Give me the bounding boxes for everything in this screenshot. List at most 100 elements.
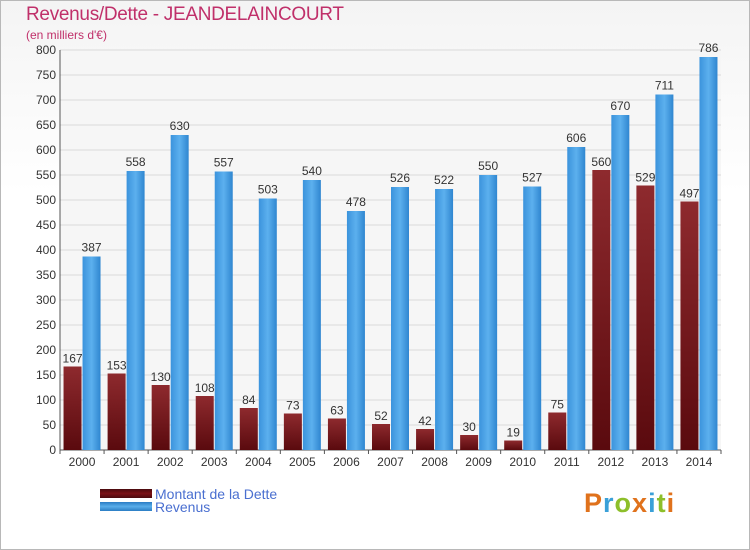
- y-tick-label: 100: [36, 393, 56, 407]
- debt-bar: [195, 396, 214, 450]
- debt-value-label: 52: [374, 409, 388, 423]
- x-tick-label: 2007: [377, 455, 404, 469]
- x-tick-label: 2013: [642, 455, 669, 469]
- revenue-value-label: 557: [214, 156, 234, 170]
- revenue-bar: [523, 186, 542, 450]
- debt-bar: [548, 412, 567, 450]
- debt-value-label: 167: [63, 352, 83, 366]
- revenue-value-label: 558: [126, 155, 146, 169]
- revenue-bar: [655, 94, 674, 450]
- logo-letter: t: [656, 488, 667, 518]
- y-tick-label: 300: [36, 293, 56, 307]
- proxiti-logo: Proxiti: [584, 488, 675, 519]
- revenue-value-label: 550: [478, 159, 498, 173]
- chart-title: Revenus/Dette - JEANDELAINCOURT: [26, 4, 344, 25]
- y-tick-label: 250: [36, 318, 56, 332]
- revenue-value-label: 478: [346, 195, 366, 209]
- x-tick-label: 2014: [686, 455, 713, 469]
- legend-swatch-revenue: [100, 502, 152, 511]
- debt-value-label: 108: [195, 381, 215, 395]
- revenue-bar: [611, 115, 630, 450]
- revenue-bar: [258, 198, 277, 450]
- revenue-bar: [391, 187, 409, 450]
- revenue-value-label: 526: [390, 171, 410, 185]
- x-tick-label: 2001: [113, 455, 140, 469]
- revenue-value-label: 387: [82, 241, 102, 255]
- y-tick-label: 800: [36, 43, 56, 57]
- debt-value-label: 63: [330, 404, 344, 418]
- x-tick-label: 2011: [554, 455, 580, 469]
- debt-bar: [327, 418, 346, 450]
- x-tick-label: 2012: [597, 455, 624, 469]
- debt-bar: [107, 373, 126, 450]
- revenue-bar: [435, 189, 454, 450]
- debt-value-label: 130: [151, 370, 171, 384]
- x-tick-label: 2005: [289, 455, 316, 469]
- logo-letter: i: [666, 488, 676, 518]
- debt-bar: [151, 385, 170, 450]
- y-tick-label: 150: [36, 368, 56, 382]
- revenue-value-label: 786: [698, 41, 718, 55]
- revenue-bar: [214, 171, 233, 450]
- y-tick-label: 550: [36, 168, 56, 182]
- y-tick-label: 400: [36, 243, 56, 257]
- debt-value-label: 75: [551, 398, 565, 412]
- revenue-value-label: 711: [655, 79, 674, 93]
- x-tick-label: 2004: [245, 455, 272, 469]
- revenue-value-label: 522: [434, 173, 454, 187]
- y-tick-label: 700: [36, 93, 56, 107]
- revenue-bar: [170, 135, 189, 450]
- chart-subtitle: (en milliers d'€): [26, 28, 107, 42]
- logo-letter: o: [614, 488, 633, 518]
- y-tick-label: 650: [36, 118, 56, 132]
- logo-letter: x: [632, 488, 649, 518]
- revenue-value-label: 606: [566, 131, 586, 145]
- debt-bar: [239, 408, 258, 450]
- debt-bar: [372, 424, 390, 450]
- legend-swatch-debt: [100, 489, 152, 498]
- revenue-bar: [346, 211, 365, 450]
- x-tick-label: 2006: [333, 455, 360, 469]
- debt-bar: [504, 440, 523, 450]
- logo-letter: P: [584, 488, 604, 518]
- debt-bar: [592, 170, 611, 450]
- debt-value-label: 560: [591, 155, 611, 169]
- revenue-bar: [699, 57, 718, 450]
- y-tick-label: 450: [36, 218, 56, 232]
- debt-value-label: 19: [507, 426, 521, 440]
- legend-label-revenue: Revenus: [155, 499, 211, 515]
- revenue-bar: [567, 147, 586, 450]
- x-tick-label: 2000: [69, 455, 96, 469]
- x-tick-label: 2010: [509, 455, 536, 469]
- debt-bar: [680, 201, 699, 450]
- debt-bar: [63, 366, 82, 450]
- debt-value-label: 153: [107, 359, 127, 373]
- debt-bar: [636, 185, 655, 450]
- revenue-bar: [479, 175, 498, 450]
- debt-value-label: 73: [286, 399, 300, 413]
- y-tick-label: 500: [36, 193, 56, 207]
- revenue-value-label: 630: [170, 119, 190, 133]
- revenue-value-label: 503: [258, 183, 278, 197]
- revenue-value-label: 527: [522, 171, 542, 185]
- x-tick-label: 2002: [157, 455, 184, 469]
- revenue-bar: [126, 171, 145, 450]
- y-tick-label: 200: [36, 343, 56, 357]
- logo-letter: i: [648, 488, 657, 518]
- y-tick-label: 50: [43, 418, 57, 432]
- y-tick-label: 600: [36, 143, 56, 157]
- debt-value-label: 42: [418, 414, 432, 428]
- x-tick-label: 2008: [421, 455, 448, 469]
- y-tick-label: 0: [49, 443, 56, 457]
- debt-value-label: 497: [679, 187, 699, 201]
- logo-letter: r: [603, 488, 615, 518]
- revenue-value-label: 540: [302, 164, 322, 178]
- debt-bar: [283, 413, 302, 450]
- revenue-value-label: 670: [610, 99, 630, 113]
- debt-bar: [416, 429, 435, 450]
- debt-value-label: 529: [635, 171, 655, 185]
- revenue-bar: [82, 256, 101, 450]
- y-tick-label: 750: [36, 68, 56, 82]
- y-tick-label: 350: [36, 268, 56, 282]
